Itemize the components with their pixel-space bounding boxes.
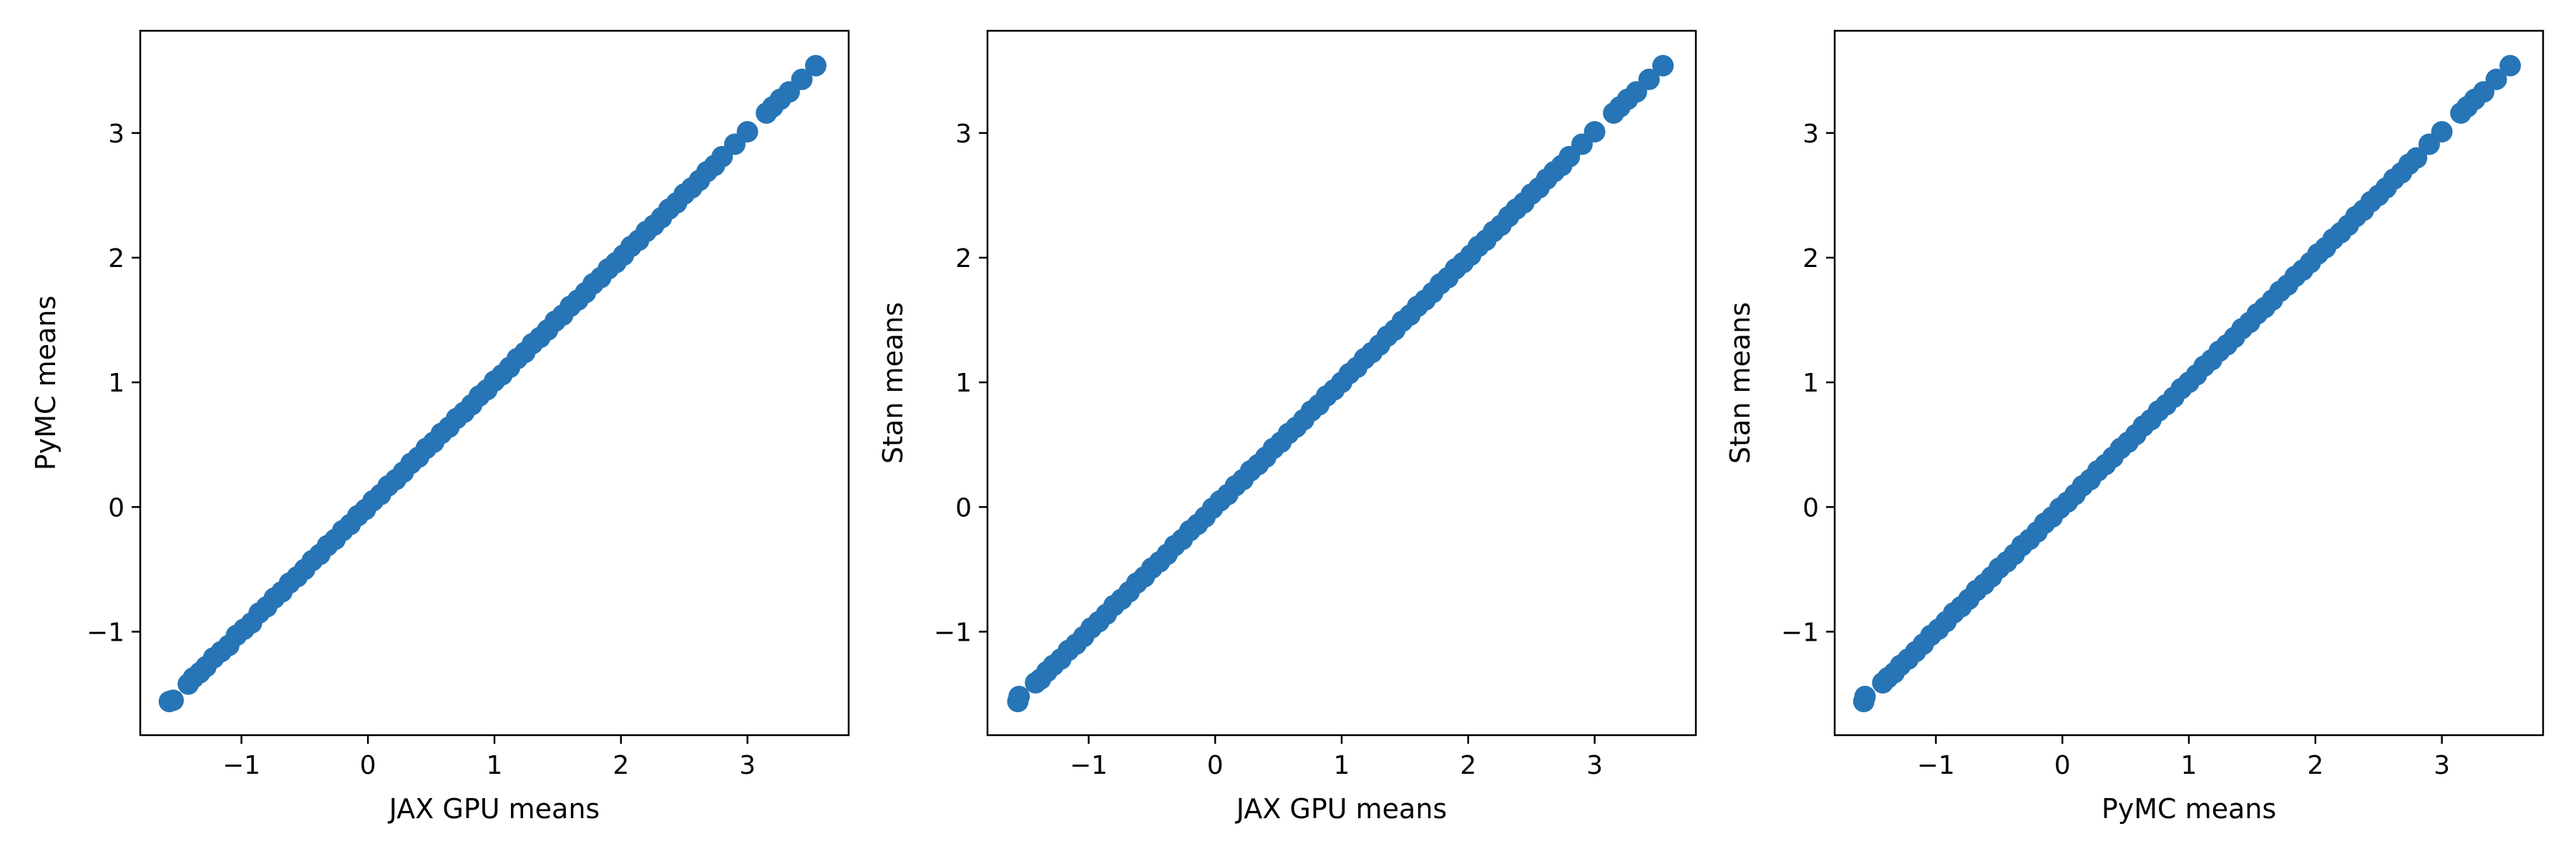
y-tick-label: 2	[1802, 244, 1819, 273]
x-axis-label: JAX GPU means	[1235, 793, 1447, 825]
x-tick-label: 0	[360, 751, 376, 780]
y-tick-label: 0	[1802, 493, 1819, 523]
x-tick-label: 3	[2434, 751, 2450, 780]
x-axis-label: JAX GPU means	[388, 793, 600, 825]
y-axis-ticks: −1 0 1 2 3	[87, 120, 140, 647]
y-tick-label: −1	[87, 618, 125, 647]
y-tick-label: −1	[934, 618, 972, 647]
data-point	[736, 121, 758, 143]
y-tick-label: 2	[108, 244, 125, 273]
y-tick-label: 2	[955, 244, 972, 273]
subplot-1: −1 0 1 2 3 −1 0 1 2 3 JAX GPU means PyMC means	[30, 29, 850, 825]
data-point	[1652, 54, 1674, 77]
y-tick-label: 1	[108, 369, 125, 398]
subplot-3: −1 0 1 2 3 −1 0 1 2 3 PyMC means Stan means	[1724, 29, 2545, 825]
y-axis-label: Stan means	[1724, 302, 1756, 464]
y-axis-label: PyMC means	[30, 296, 62, 470]
data-point	[2485, 68, 2507, 90]
y-axis-label: Stan means	[877, 302, 909, 464]
y-tick-label: 1	[955, 369, 972, 398]
x-tick-label: 2	[1460, 751, 1476, 780]
y-tick-label: 3	[1802, 120, 1819, 149]
data-point	[1584, 121, 1606, 143]
x-tick-label: 2	[2307, 751, 2323, 780]
scatter-points	[1007, 54, 1674, 712]
y-tick-label: 3	[955, 120, 972, 149]
y-tick-label: 3	[108, 120, 125, 149]
scatter-points	[1853, 54, 2522, 712]
x-tick-label: 3	[1586, 751, 1603, 780]
x-tick-label: −1	[1070, 751, 1108, 780]
y-tick-label: 1	[1802, 369, 1819, 398]
x-tick-label: −1	[1917, 751, 1955, 780]
x-axis-ticks: −1 0 1 2 3	[223, 735, 756, 780]
data-point	[2499, 54, 2522, 77]
y-tick-label: 0	[955, 493, 972, 523]
data-point	[1008, 686, 1030, 708]
x-tick-label: 0	[2054, 751, 2071, 780]
x-tick-label: 1	[487, 751, 503, 780]
scatter-points	[158, 54, 827, 712]
x-tick-label: 3	[739, 751, 756, 780]
data-point	[805, 54, 827, 77]
x-axis-ticks: −1 0 1 2 3	[1917, 735, 2450, 780]
data-point	[2431, 121, 2453, 143]
y-tick-label: −1	[1781, 618, 1819, 647]
y-axis-ticks: −1 0 1 2 3	[1781, 120, 1835, 647]
data-point	[791, 68, 813, 90]
x-axis-ticks: −1 0 1 2 3	[1070, 735, 1603, 780]
x-tick-label: 0	[1207, 751, 1224, 780]
x-tick-label: −1	[223, 751, 260, 780]
x-tick-label: 1	[1334, 751, 1350, 780]
data-point	[1854, 686, 1876, 708]
x-tick-label: 2	[613, 751, 629, 780]
subplot-2: −1 0 1 2 3 −1 0 1 2 3 JAX GPU means Stan means	[877, 29, 1697, 825]
data-point	[162, 689, 184, 712]
data-point	[1638, 68, 1660, 90]
x-tick-label: 1	[2181, 751, 2197, 780]
y-axis-ticks: −1 0 1 2 3	[934, 120, 987, 647]
y-tick-label: 0	[108, 493, 125, 523]
data-point	[2406, 147, 2428, 169]
x-axis-label: PyMC means	[2102, 793, 2276, 825]
